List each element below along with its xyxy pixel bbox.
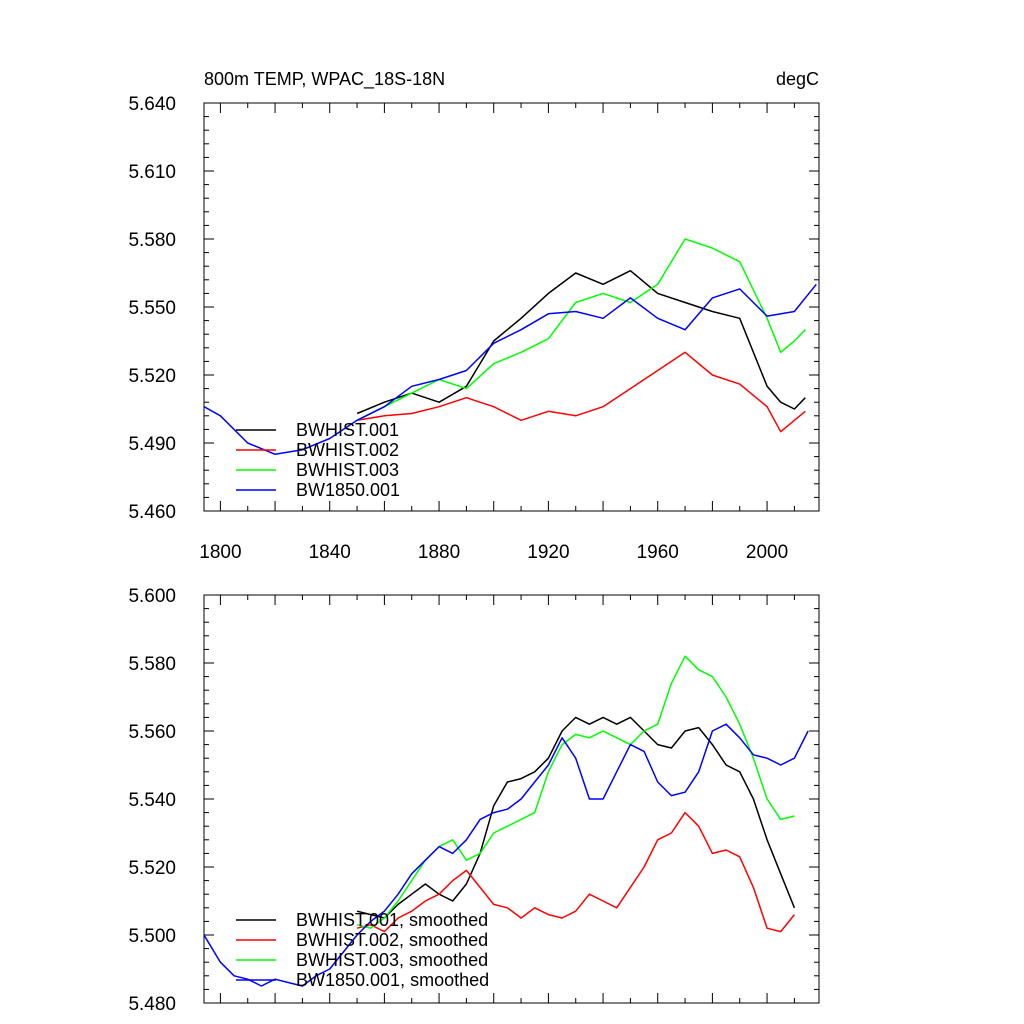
y-tick-label: 5.580 <box>128 654 176 675</box>
top-panel: 800m TEMP, WPAC_18S-18N degC 5.640 5.610 5.5… <box>128 69 820 563</box>
series-line-bwhist-001 <box>356 269 806 415</box>
y-tick-label: 5.480 <box>128 994 176 1015</box>
y-tick-label: 5.490 <box>128 434 176 455</box>
y-tick-label: 5.610 <box>128 162 176 183</box>
x-tick-label: 1920 <box>527 542 569 563</box>
y-tick-label: 5.550 <box>128 298 176 319</box>
y-tick-label: 5.640 <box>128 94 176 115</box>
y-tick-label: 5.600 <box>128 586 176 607</box>
legend-label: BWHIST.002, smoothed <box>296 930 488 950</box>
legend-label: BW1850.001 <box>296 480 400 500</box>
legend-label: BW1850.001, smoothed <box>296 970 489 990</box>
y-tick-label: 5.500 <box>128 926 176 947</box>
y-tick-label: 5.540 <box>128 790 176 811</box>
x-tick-label: 1840 <box>309 542 351 563</box>
legend-label: BWHIST.003 <box>296 460 399 480</box>
y-tick-label: 5.560 <box>128 722 176 743</box>
series-line-bw1850-001 <box>204 283 817 456</box>
x-tick-label: 1880 <box>418 542 460 563</box>
legend-label: BWHIST.003, smoothed <box>296 950 488 970</box>
series-line-bwhist-003 <box>356 655 795 929</box>
x-tick-label: 1960 <box>637 542 679 563</box>
legend-label: BWHIST.002 <box>296 440 399 460</box>
y-tick-label: 5.580 <box>128 230 176 251</box>
x-tick-label: 2000 <box>746 542 788 563</box>
series-line-bwhist-002 <box>356 811 795 933</box>
series-line-bw1850-001 <box>204 723 809 987</box>
legend-label: BWHIST.001, smoothed <box>296 910 488 930</box>
series-line-bwhist-001 <box>356 716 796 919</box>
units-label: degC <box>776 69 819 89</box>
x-tick-label: 1800 <box>199 542 241 563</box>
series-line-bwhist-002 <box>356 351 806 433</box>
legend-label: BWHIST.001 <box>296 420 399 440</box>
y-tick-label: 5.460 <box>128 502 176 523</box>
y-tick-label: 5.520 <box>128 366 176 387</box>
series-line-bwhist-003 <box>356 238 806 421</box>
bottom-panel: 5.600 5.580 5.560 5.540 5.520 5.500 5.480 BWHIS… <box>128 586 820 1015</box>
chart-title: 800m TEMP, WPAC_18S-18N <box>204 69 445 90</box>
y-tick-label: 5.520 <box>128 858 176 879</box>
